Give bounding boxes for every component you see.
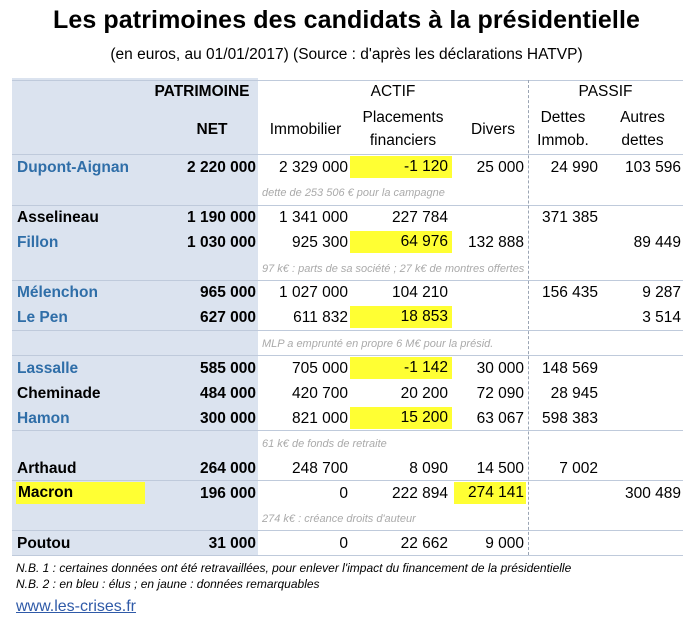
placements-value: -1 120 xyxy=(350,156,452,178)
candidate-name: Dupont-Aignan xyxy=(17,159,129,176)
page-subtitle: (en euros, au 01/01/2017) (Source : d'ap… xyxy=(110,46,583,63)
footnote-1: N.B. 1 : certaines données ont été retra… xyxy=(16,561,572,575)
autres-dettes-value: 89 449 xyxy=(633,234,681,251)
net-value: 1 030 000 xyxy=(187,234,256,251)
header-passif: PASSIF xyxy=(578,83,633,100)
header-autres-1: Autres xyxy=(620,109,665,126)
net-value: 300 000 xyxy=(199,410,256,427)
placements-value: 15 200 xyxy=(350,407,452,429)
dettes-immob-value: 598 383 xyxy=(541,410,598,427)
divers-value: 63 067 xyxy=(476,410,524,427)
placements-value: 22 662 xyxy=(400,535,448,552)
row-note: MLP a emprunté en propre 6 M€ pour la pr… xyxy=(262,338,494,350)
candidate-name: Hamon xyxy=(17,410,70,427)
candidate-name: Le Pen xyxy=(17,309,68,326)
immobilier-value: 925 300 xyxy=(291,234,348,251)
net-value: 2 220 000 xyxy=(187,159,256,176)
placements-value: 227 784 xyxy=(391,209,448,226)
immobilier-value: 420 700 xyxy=(291,385,348,402)
immobilier-value: 611 832 xyxy=(293,309,348,326)
immobilier-value: 1 341 000 xyxy=(279,209,348,226)
immobilier-value: 0 xyxy=(339,535,348,552)
dettes-immob-value: 24 990 xyxy=(550,159,598,176)
header-dettes-1: Dettes xyxy=(540,109,586,126)
net-value: 196 000 xyxy=(199,485,256,502)
footnote-2: N.B. 2 : en bleu : élus ; en jaune : don… xyxy=(16,577,320,591)
immobilier-value: 0 xyxy=(339,485,348,502)
dettes-immob-value: 28 945 xyxy=(550,385,598,402)
patrimoine-table: PATRIMOINE NET ACTIF PASSIF Immobilier P… xyxy=(12,78,683,556)
row-note: 61 k€ de fonds de retraite xyxy=(262,438,387,450)
header-placements-2: financiers xyxy=(369,132,437,149)
placements-value: 104 210 xyxy=(391,284,448,301)
website-link[interactable]: www.les-crises.fr xyxy=(16,598,137,615)
autres-dettes-value: 300 489 xyxy=(624,485,681,502)
net-value: 264 000 xyxy=(199,460,256,477)
candidate-name: Arthaud xyxy=(17,460,77,477)
header-net: NET xyxy=(196,121,228,138)
row-note: dette de 253 506 € pour la campagne xyxy=(262,187,445,199)
net-value: 627 000 xyxy=(199,309,256,326)
header-autres-2: dettes xyxy=(621,132,664,149)
candidate-name: Macron xyxy=(16,482,145,504)
header-patrimoine: PATRIMOINE xyxy=(154,83,250,100)
header-divers: Divers xyxy=(471,121,515,138)
candidate-name: Fillon xyxy=(17,234,59,251)
autres-dettes-value: 103 596 xyxy=(624,159,681,176)
immobilier-value: 248 700 xyxy=(291,460,348,477)
row-note: 97 k€ : parts de sa société ; 27 k€ de m… xyxy=(262,263,525,275)
candidate-name: Poutou xyxy=(17,535,71,552)
immobilier-value: 705 000 xyxy=(291,360,348,377)
placements-value: 20 200 xyxy=(400,385,448,402)
page-title: Les patrimoines des candidats à la prési… xyxy=(52,6,641,34)
candidate-name: Mélenchon xyxy=(17,284,98,301)
dettes-immob-value: 7 002 xyxy=(559,460,598,477)
candidate-name: Lassalle xyxy=(17,360,79,377)
dettes-immob-value: 156 435 xyxy=(541,284,598,301)
candidate-name: Asselineau xyxy=(17,209,99,226)
divers-value: 30 000 xyxy=(476,360,524,377)
placements-value: 222 894 xyxy=(391,485,448,502)
candidate-name: Cheminade xyxy=(17,385,101,402)
header-immobilier: Immobilier xyxy=(269,121,342,138)
header-placements-1: Placements xyxy=(362,109,444,126)
row-note: 274 k€ : créance droits d'auteur xyxy=(262,513,416,525)
divers-value: 14 500 xyxy=(476,460,524,477)
immobilier-value: 1 027 000 xyxy=(279,284,348,301)
header-actif: ACTIF xyxy=(370,83,416,100)
divers-value: 132 888 xyxy=(467,234,524,251)
net-value: 1 190 000 xyxy=(187,209,256,226)
dettes-immob-value: 148 569 xyxy=(541,360,598,377)
autres-dettes-value: 9 287 xyxy=(642,284,681,301)
placements-value: 18 853 xyxy=(350,306,452,328)
divers-value: 274 141 xyxy=(454,482,526,504)
placements-value: 64 976 xyxy=(350,231,452,253)
patrimoine-column-band xyxy=(12,78,258,556)
placements-value: 8 090 xyxy=(409,460,448,477)
autres-dettes-value: 3 514 xyxy=(642,309,681,326)
dettes-immob-value: 371 385 xyxy=(541,209,598,226)
immobilier-value: 2 329 000 xyxy=(279,159,348,176)
immobilier-value: 821 000 xyxy=(291,410,348,427)
divers-value: 25 000 xyxy=(476,159,524,176)
placements-value: -1 142 xyxy=(350,357,452,379)
divers-value: 9 000 xyxy=(485,535,524,552)
net-value: 965 000 xyxy=(199,284,256,301)
divers-value: 72 090 xyxy=(476,385,524,402)
net-value: 585 000 xyxy=(199,360,256,377)
net-value: 31 000 xyxy=(208,535,256,552)
header-dettes-2: Immob. xyxy=(537,132,589,149)
net-value: 484 000 xyxy=(199,385,256,402)
